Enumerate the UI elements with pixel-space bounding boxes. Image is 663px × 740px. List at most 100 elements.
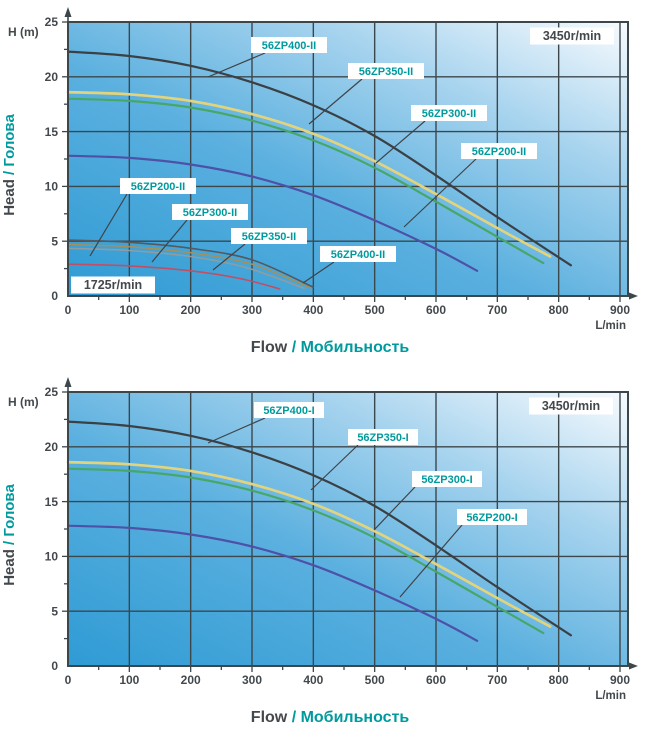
grid [68,392,628,666]
y-tick-label: 25 [45,385,59,399]
x-tick-label: 100 [119,303,139,317]
label-box [461,143,537,159]
x-tick-label: 800 [549,303,569,317]
series-label: 56ZP350-I [357,432,408,444]
y-axis-arrow-head [64,377,72,387]
rpm-label: 1725r/min [84,278,142,292]
x-tick-label: 300 [242,303,262,317]
x-axis-title: Flow / Мобильность [251,709,410,726]
label-box [251,37,327,53]
curves [66,420,572,642]
leader-line [207,52,266,78]
leader-line [310,444,359,491]
curve-56ZP350-II-1725 [67,243,312,289]
x-tick-label: 600 [426,673,446,687]
y-axis-arrow-head [64,7,72,17]
x-tick-label: 400 [303,673,323,687]
leader-line [89,193,128,257]
y-tick-label: 25 [45,15,59,29]
tick-labels: 0 100 200 300 400 500 600 700 800 900 0 5 10 15 20 25 [45,385,631,687]
leader-line [212,243,246,271]
tick-labels: 0 100 200 300 400 500 600 700 800 900 0 5 10 15 20 25 [45,15,631,317]
chart-series-i-3450: 0 100 200 300 400 500 600 700 800 900 0 5 10 15 20 25 L/… [0,370,663,740]
leader-line [403,158,477,228]
x-axis-unit: L/min [595,690,626,702]
y-tick-label: 0 [51,659,58,673]
label-box [457,509,527,525]
label-box [348,63,424,79]
x-tick-label: 0 [65,673,72,687]
label-box [231,228,307,244]
curve-56ZP400-II-1725 [67,239,315,288]
series-label: 56ZP350-II [359,66,413,78]
y-axis-unit: H (m) [8,25,39,39]
series-label: 56ZP400-I [263,405,314,417]
curve-56ZP200-I [66,524,479,642]
rpm-label: 3450r/min [543,29,601,43]
x-tick-label: 100 [119,673,139,687]
y-tick-label: 20 [45,440,59,454]
x-tick-label: 500 [365,673,385,687]
x-tick-label: 500 [365,303,385,317]
x-tick-label: 700 [487,303,507,317]
y-tick-label: 10 [45,180,59,194]
curve-56ZP300-I [66,467,545,635]
y-tick-label: 15 [45,495,59,509]
series-label: 56ZP300-II [422,108,476,120]
x-axis-unit: L/min [595,320,626,332]
label-box [71,276,155,294]
leader-line [375,120,426,164]
y-tick-label: 10 [45,550,59,564]
label-box [530,27,614,45]
curve-56ZP350-II [66,90,552,258]
label-box [120,178,196,194]
curve-56ZP200-II-1725 [67,263,281,290]
leader-line [302,261,335,284]
x-tick-label: 200 [181,303,201,317]
label-box [412,471,482,487]
series-label: 56ZP300-I [421,474,472,486]
x-tick-label: 400 [303,303,323,317]
series-label: 56ZP300-II [183,207,237,219]
y-tick-label: 0 [51,289,58,303]
axis-ticks [62,21,621,302]
y-tick-label: 5 [51,234,58,248]
annotations: 56ZP400-II 56ZP350-II 56ZP300-II 56ZP200-II… [71,27,614,294]
curve-56ZP300-II [66,97,545,265]
leader-line [151,219,188,263]
x-tick-label: 900 [610,303,630,317]
x-tick-label: 600 [426,303,446,317]
x-axis-arrow-head [629,662,638,670]
pump-curve-svg: 0 100 200 300 400 500 600 700 800 900 0 5 10 15 20 25 L/… [1,7,638,356]
series-label: 56ZP350-II [242,231,296,243]
x-tick-label: 200 [181,673,201,687]
curves [66,50,572,290]
label-box [320,246,396,262]
label-box [348,429,418,445]
y-tick-label: 20 [45,70,59,84]
x-axis-title: Flow / Мобильность [251,339,410,356]
y-tick-label: 5 [51,604,58,618]
curve-56ZP350-I [66,460,552,628]
label-box [411,105,487,121]
y-axis-title: Head / Голова [1,114,18,216]
series-label: 56ZP200-II [472,146,526,158]
axis-ticks [62,391,621,672]
curve-56ZP300-II-1725 [67,247,305,290]
curve-56ZP400-I [66,420,572,637]
annotations: 56ZP400-I 56ZP350-I 56ZP300-I 56ZP200-I 3450… [207,397,613,598]
rpm-label: 3450r/min [542,399,600,413]
pump-curve-svg: 0 100 200 300 400 500 600 700 800 900 0 5 10 15 20 25 L/… [1,377,638,726]
label-box [172,204,248,220]
leader-line [308,78,363,125]
x-tick-label: 700 [487,673,507,687]
curve-56ZP400-II [66,50,572,267]
label-box [529,397,613,415]
leader-line [207,417,266,444]
y-axis-unit: H (m) [8,395,39,409]
series-label: 56ZP400-II [262,40,316,52]
x-tick-label: 300 [242,673,262,687]
x-tick-label: 900 [610,673,630,687]
x-tick-label: 0 [65,303,72,317]
